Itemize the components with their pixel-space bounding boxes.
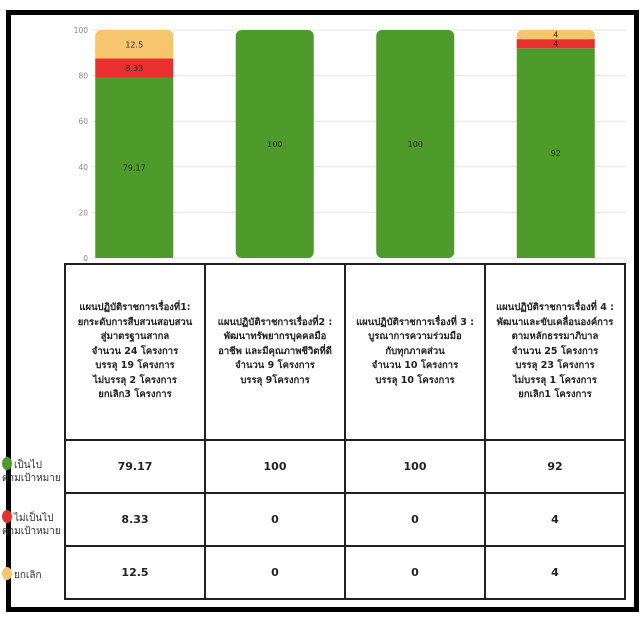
plan-3-header: แผนปฏิบัติราชการเรื่องที่ 3 : บูรณาการคว… — [344, 263, 486, 441]
legend-on-target: เป็นไป ตามเป้าหมาย — [2, 457, 61, 485]
bar-data-label: 4 — [553, 31, 558, 40]
bar-data-label: 4 — [553, 40, 558, 49]
bar-segment — [376, 30, 455, 258]
y-tick-label: 0 — [83, 254, 88, 262]
plan-4-header: แผนปฏิบัติราชการเรื่องที่ 4 : พัฒนาและขั… — [484, 263, 626, 441]
bar-segment — [95, 58, 174, 78]
table-row-on-target: 79.17 100 100 92 — [64, 439, 626, 494]
table-cell: 100 — [204, 439, 346, 494]
legend-dot-yellow — [2, 567, 12, 580]
y-tick-label: 40 — [78, 163, 88, 172]
plan-1-header: แผนปฏิบัติราชการเรื่องที่1: ยกระดับการสื… — [64, 263, 206, 441]
table-cell: 92 — [484, 439, 626, 494]
bar-data-label: 12.5 — [125, 40, 143, 49]
bar-data-label: 100 — [408, 140, 423, 149]
table-cell: 0 — [204, 545, 346, 600]
legend-dot-red — [2, 510, 12, 523]
table-cell: 0 — [344, 492, 486, 547]
bar-data-label: 8.33 — [125, 64, 143, 73]
y-tick-label: 20 — [78, 208, 88, 217]
table-row-cancelled: 12.5 0 0 4 — [64, 545, 626, 600]
table-cell: 4 — [484, 545, 626, 600]
legend-cancelled: ยกเลิก — [2, 567, 42, 582]
table-cell: 79.17 — [64, 439, 206, 494]
table-header-row: แผนปฏิบัติราชการเรื่องที่1: ยกระดับการสื… — [64, 263, 626, 441]
bar-segment-fill — [95, 44, 174, 59]
table-row-off-target: 8.33 0 0 4 — [64, 492, 626, 547]
bar-data-label: 79.17 — [123, 164, 146, 173]
legend-cancelled-label: ยกเลิก — [14, 570, 42, 581]
table-cell: 100 — [344, 439, 486, 494]
bar-data-label: 100 — [267, 140, 282, 149]
table-cell: 8.33 — [64, 492, 206, 547]
y-tick-label: 100 — [74, 26, 89, 35]
bar-segment — [516, 39, 595, 49]
table-cell: 12.5 — [64, 545, 206, 600]
plan-2-header: แผนปฏิบัติราชการเรื่องที่2 : พัฒนาทรัพยา… — [204, 263, 346, 441]
y-tick-label: 60 — [78, 117, 88, 126]
legend-off-target: ไม่เป็นไป ตามเป้าหมาย — [2, 510, 61, 538]
table-cell: 0 — [344, 545, 486, 600]
y-tick-label: 80 — [78, 72, 88, 81]
table-cell: 0 — [204, 492, 346, 547]
bar-segment-fill — [516, 34, 595, 40]
legend-off-target-label: ไม่เป็นไป ตามเป้าหมาย — [2, 513, 61, 537]
stacked-bar-chart: 0 20 40 60 80 100 79.17 8.33 12.5 100 100 92 44 — [74, 26, 626, 262]
bar-segment — [516, 48, 595, 258]
bar-data-label: 92 — [551, 149, 561, 158]
legend-on-target-label: เป็นไป ตามเป้าหมาย — [2, 460, 61, 484]
legend-dot-green — [2, 457, 12, 470]
bar-segment — [95, 77, 174, 258]
data-table: แผนปฏิบัติราชการเรื่องที่1: ยกระดับการสื… — [64, 263, 626, 600]
table-cell: 4 — [484, 492, 626, 547]
bar-segment — [235, 30, 314, 258]
